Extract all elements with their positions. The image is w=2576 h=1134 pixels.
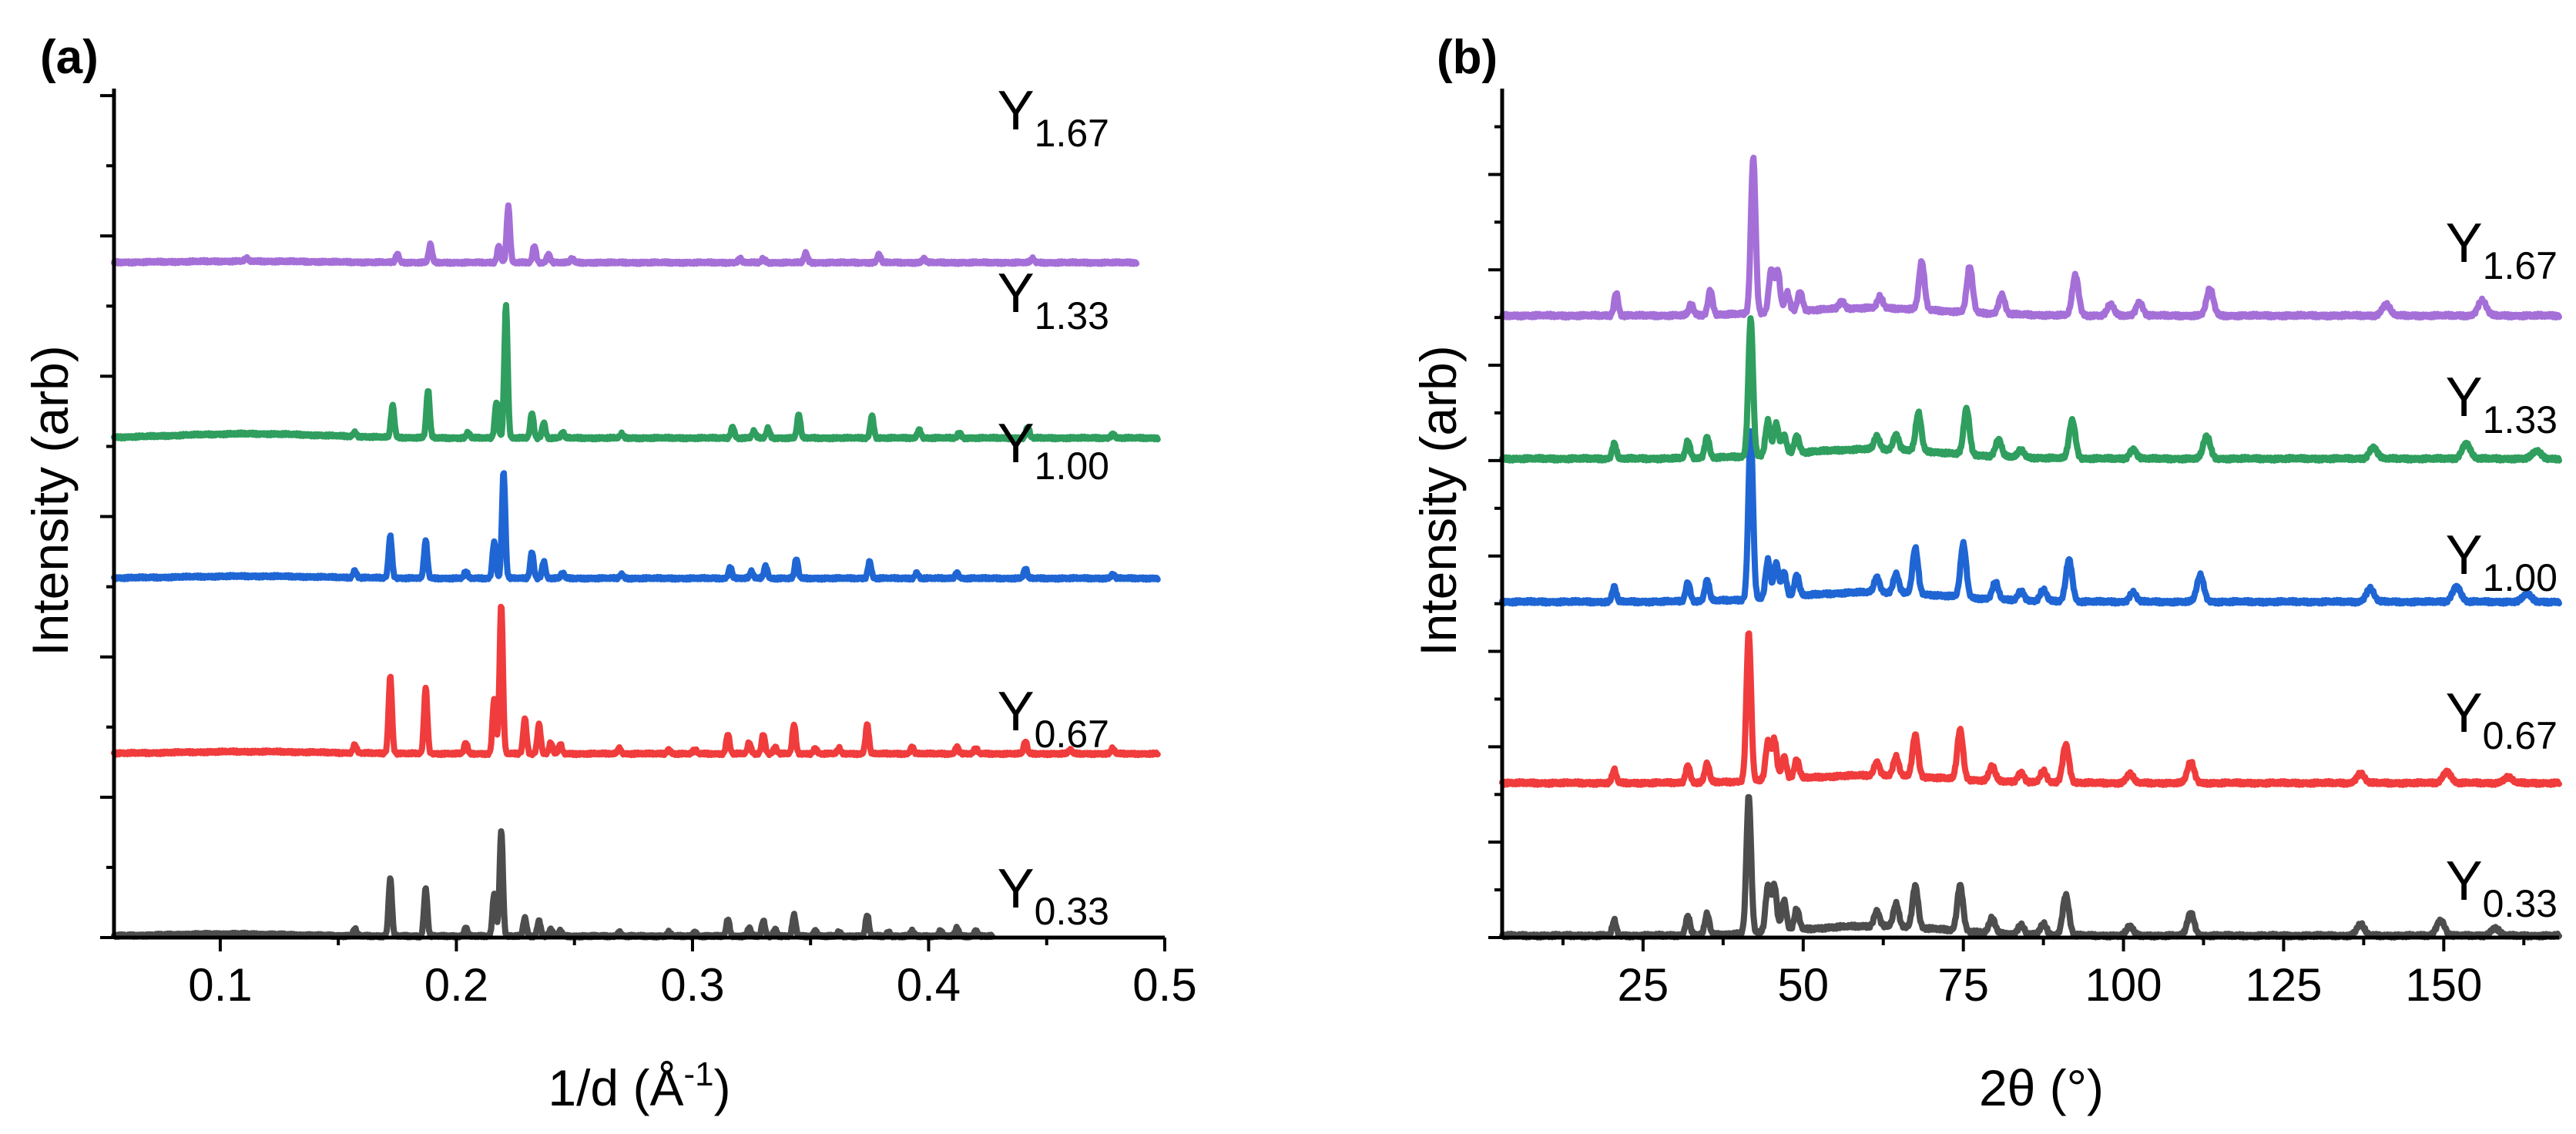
panel-b-legend: Y0.33 Y0.67 Y1.00 Y1.33 Y1.67: [2446, 213, 2558, 925]
panel-b-legend-1-33: Y1.33: [2446, 367, 2558, 441]
panel-b-legend-1-00: Y1.00: [2446, 525, 2558, 599]
panel-b-label: (b): [1437, 31, 1498, 84]
panel-a-label: (a): [40, 31, 99, 84]
panel-a-series-1-33: [111, 302, 1161, 443]
panel-b-x-tick-label: 125: [2245, 959, 2322, 1011]
panel-a-legend-1-33: Y1.33: [998, 263, 1109, 337]
panel-b-x-tick-label: 25: [1618, 959, 1669, 1011]
panel-a-axes: 0.1 0.2 0.3 0.4 0.5: [100, 89, 1197, 1011]
panel-b-legend-0-33: Y0.33: [2446, 850, 2558, 925]
panel-b-axes: 25 50 75 100 125 150: [1488, 89, 2559, 1011]
panel-a-x-tick-label: 0.5: [1132, 959, 1196, 1011]
panel-b-legend-0-67: Y0.67: [2446, 683, 2558, 757]
panel-a: (a) 0.1 0.2 0.3 0.4 0.5 Y0.33 Y0.67 Y1.00 Y1.33…: [22, 31, 1197, 1116]
panel-a-legend-0-33: Y0.33: [998, 858, 1109, 933]
panel-a-legend-1-00: Y1.00: [998, 413, 1109, 488]
panel-b: (b) 25 50 75 100 125 150 Y0.33 Y0.67 Y1.00 Y1.33…: [1410, 31, 2562, 1116]
panel-a-x-tick-label: 0.1: [188, 959, 252, 1011]
panel-b-traces: [1499, 154, 2562, 941]
panel-b-series-0-67: [1499, 630, 2562, 788]
panel-b-series-0-33: [1499, 793, 2562, 941]
panel-a-series-0-33: [111, 828, 996, 941]
panel-b-y-axis-title: Intensity (arb): [1410, 345, 1467, 656]
panel-b-x-tick-label: 50: [1777, 959, 1829, 1011]
panel-a-legend-1-67: Y1.67: [998, 80, 1109, 155]
panel-a-series-1-67: [111, 202, 1140, 267]
panel-a-x-axis-title: 1/d (Å-1): [548, 1055, 730, 1116]
panel-b-series-1-67: [1499, 154, 2562, 321]
panel-b-x-axis-title: 2θ (°): [1979, 1059, 2104, 1116]
panel-a-series-0-67: [111, 603, 1161, 759]
panel-a-x-tick-label: 0.2: [424, 959, 488, 1011]
panel-a-series-1-00: [111, 470, 1161, 583]
panel-b-series-1-33: [1499, 315, 2562, 464]
panel-a-y-axis-title: Intensity (arb): [22, 345, 79, 656]
panel-b-series-1-00: [1499, 428, 2562, 607]
panel-a-x-tick-label: 0.4: [897, 959, 961, 1011]
panel-b-x-tick-label: 100: [2085, 959, 2162, 1011]
panel-a-legend: Y0.33 Y0.67 Y1.00 Y1.33 Y1.67: [998, 80, 1109, 933]
panel-a-x-tick-label: 0.3: [660, 959, 724, 1011]
panel-a-legend-0-67: Y0.67: [998, 681, 1109, 756]
panel-b-x-tick-label: 75: [1937, 959, 1989, 1011]
panel-b-x-tick-label: 150: [2405, 959, 2482, 1011]
panel-b-legend-1-67: Y1.67: [2446, 213, 2558, 287]
